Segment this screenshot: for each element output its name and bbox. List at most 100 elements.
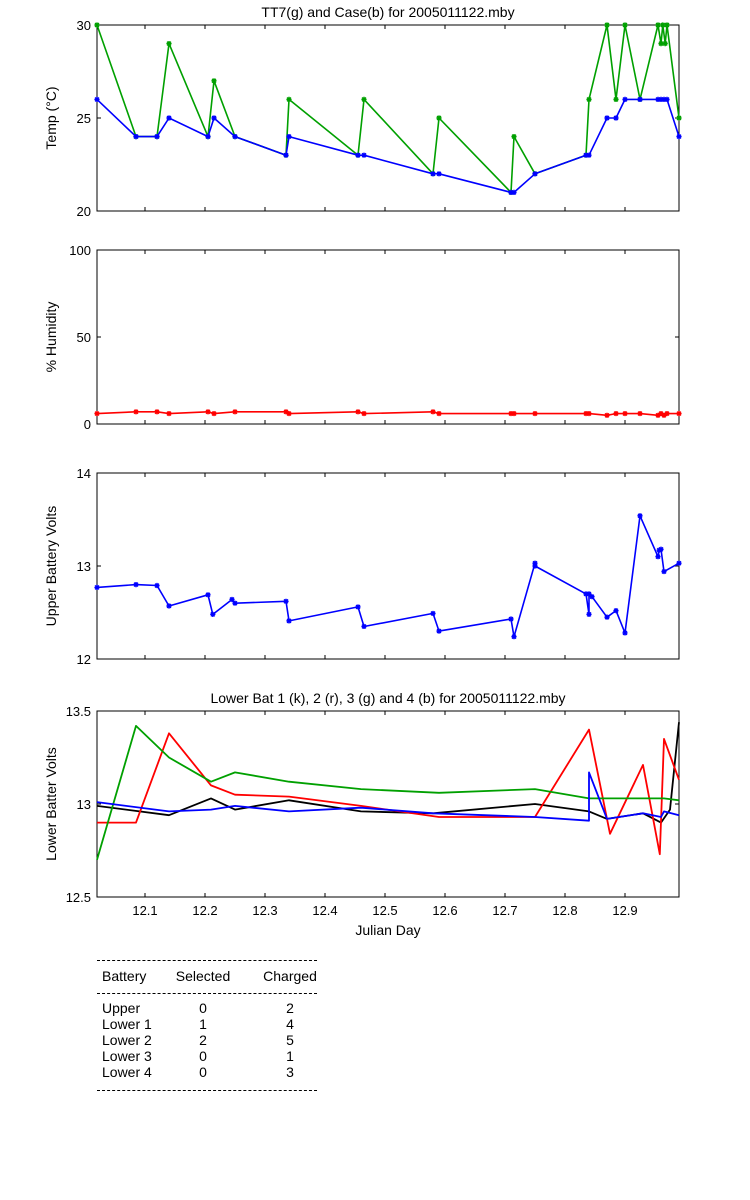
x-tick-label: 12.5 [372, 903, 397, 918]
data-point [94, 584, 100, 590]
y-axis-label: Upper Battery Volts [43, 506, 59, 627]
y-tick-label: 100 [69, 243, 91, 258]
data-point [229, 596, 235, 603]
data-point [613, 608, 619, 614]
data-point [210, 611, 216, 617]
header-battery: Battery [102, 968, 147, 984]
row-charged: 3 [286, 1064, 294, 1080]
data-point [655, 22, 661, 28]
data-point [622, 630, 628, 636]
data-point [586, 611, 592, 617]
data-point [133, 409, 139, 415]
data-point [637, 513, 643, 519]
data-point [154, 582, 160, 589]
data-point [586, 96, 592, 102]
row-charged: 4 [286, 1016, 294, 1032]
data-point [676, 134, 682, 140]
row-selected: 0 [199, 1000, 207, 1016]
data-point [583, 152, 589, 158]
data-point [211, 78, 217, 84]
plot-frame [96, 472, 680, 660]
data-point [676, 115, 682, 121]
series-line-1 [96, 514, 680, 638]
data-point [286, 134, 292, 140]
data-point [662, 41, 668, 47]
data-point [205, 134, 211, 140]
row-battery: Lower 4 [102, 1064, 152, 1080]
chart-panel-3: 12 13 14 Upper Battery Volts [43, 466, 682, 667]
data-point [661, 96, 667, 102]
battery-table: Battery Selected Charged Upper 0 2 Lower… [97, 960, 317, 1091]
data-point [604, 115, 610, 121]
data-point [430, 171, 436, 177]
y-axis-label: Temp (°C) [43, 86, 59, 149]
data-point [583, 410, 589, 417]
table-rule-top [97, 960, 317, 961]
data-point [586, 591, 592, 597]
x-tick-label: 12.2 [192, 903, 217, 918]
plot-frame [96, 249, 680, 425]
data-point [283, 152, 289, 158]
data-point [205, 409, 211, 415]
data-point [355, 409, 361, 415]
data-point [637, 96, 643, 102]
row-charged: 5 [286, 1032, 294, 1048]
row-battery: Lower 3 [102, 1048, 152, 1064]
series-line-1 [96, 722, 680, 824]
data-point [166, 603, 172, 609]
data-point [211, 410, 217, 417]
data-point [583, 591, 589, 597]
data-point [361, 410, 367, 417]
data-point [613, 410, 619, 417]
row-selected: 0 [199, 1048, 207, 1064]
series-line-2 [97, 728, 680, 856]
data-point [205, 592, 211, 598]
data-point [532, 563, 538, 569]
data-point [664, 410, 670, 417]
table-row: Lower 2 2 5 [97, 1032, 317, 1048]
y-tick-label: 14 [77, 466, 91, 481]
data-point [613, 96, 619, 102]
x-tick-label: 12.7 [492, 903, 517, 918]
chart-title: TT7(g) and Case(b) for 2005011122.mby [261, 4, 514, 20]
data-point [286, 96, 292, 102]
data-point [604, 22, 610, 28]
data-point [436, 410, 442, 417]
x-tick-label: 12.1 [132, 903, 157, 918]
y-tick-label: 13 [77, 797, 91, 812]
series-line-2 [96, 98, 680, 194]
data-point [232, 134, 238, 140]
data-point [660, 22, 666, 28]
table-row: Lower 3 0 1 [97, 1048, 317, 1064]
data-point [655, 412, 661, 418]
header-selected: Selected [175, 968, 231, 984]
data-point [664, 22, 670, 28]
data-point [283, 598, 289, 604]
header-charged: Charged [263, 968, 317, 984]
series-line-1 [96, 24, 680, 194]
data-point [361, 623, 367, 630]
table-header: Battery Selected Charged [97, 961, 317, 993]
data-point [166, 410, 172, 417]
data-point [94, 96, 100, 102]
series-line-1 [96, 410, 679, 417]
data-point [511, 189, 517, 195]
data-point [436, 115, 442, 121]
row-charged: 1 [286, 1048, 294, 1064]
data-point [94, 22, 100, 28]
data-point [154, 409, 160, 415]
data-point [508, 410, 514, 417]
data-point [286, 618, 292, 624]
table-row: Lower 4 0 3 [97, 1064, 317, 1080]
y-tick-label: 13.5 [66, 704, 91, 719]
y-tick-label: 0 [84, 417, 91, 432]
data-point [532, 171, 538, 177]
data-point [676, 560, 682, 566]
data-point [361, 152, 367, 158]
data-point [430, 409, 436, 415]
row-selected: 1 [199, 1016, 207, 1032]
data-point [664, 96, 670, 102]
data-point [655, 96, 661, 102]
data-point [436, 171, 442, 177]
row-battery: Upper [102, 1000, 141, 1016]
